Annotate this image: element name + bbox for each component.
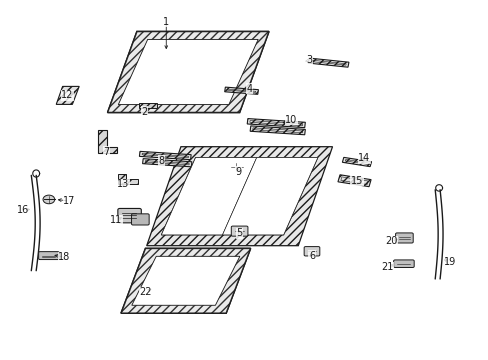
- Polygon shape: [139, 151, 191, 160]
- FancyBboxPatch shape: [304, 247, 319, 256]
- Text: 12: 12: [61, 90, 74, 100]
- Text: 11: 11: [110, 215, 122, 225]
- Polygon shape: [224, 87, 258, 94]
- Text: 2: 2: [141, 107, 147, 117]
- FancyBboxPatch shape: [131, 214, 149, 225]
- Text: 16: 16: [17, 204, 30, 215]
- Text: 3: 3: [305, 55, 311, 66]
- Text: 10: 10: [285, 114, 297, 125]
- FancyBboxPatch shape: [231, 226, 247, 236]
- Text: 17: 17: [63, 196, 76, 206]
- Polygon shape: [56, 86, 79, 104]
- Polygon shape: [342, 157, 371, 167]
- Text: 9: 9: [235, 167, 241, 177]
- Polygon shape: [146, 147, 332, 246]
- Polygon shape: [337, 175, 370, 187]
- Text: 13: 13: [117, 179, 129, 189]
- Polygon shape: [139, 103, 157, 108]
- Text: 20: 20: [384, 236, 397, 246]
- Polygon shape: [142, 159, 191, 167]
- Text: 6: 6: [308, 251, 314, 261]
- Text: 7: 7: [103, 147, 109, 157]
- FancyBboxPatch shape: [118, 208, 141, 223]
- Polygon shape: [161, 158, 256, 235]
- Text: 4: 4: [246, 84, 252, 94]
- FancyBboxPatch shape: [395, 233, 412, 243]
- Polygon shape: [98, 130, 117, 153]
- Text: 21: 21: [380, 262, 393, 272]
- Polygon shape: [107, 31, 268, 112]
- Circle shape: [43, 195, 55, 204]
- Polygon shape: [107, 31, 268, 112]
- FancyBboxPatch shape: [393, 260, 413, 267]
- Polygon shape: [250, 126, 305, 135]
- FancyBboxPatch shape: [39, 252, 59, 260]
- Polygon shape: [132, 256, 239, 305]
- Polygon shape: [161, 158, 317, 235]
- Polygon shape: [307, 58, 348, 67]
- Polygon shape: [118, 174, 138, 184]
- Text: 15: 15: [350, 176, 363, 186]
- Polygon shape: [121, 248, 250, 313]
- Text: 5: 5: [236, 228, 242, 238]
- Polygon shape: [121, 248, 250, 313]
- Text: 8: 8: [158, 156, 164, 166]
- Text: 1: 1: [163, 17, 169, 27]
- Polygon shape: [247, 118, 305, 128]
- Polygon shape: [229, 163, 243, 170]
- Text: 22: 22: [139, 287, 152, 297]
- Text: 18: 18: [58, 252, 71, 262]
- Text: 14: 14: [357, 153, 370, 163]
- Text: 19: 19: [443, 257, 455, 267]
- Polygon shape: [118, 40, 258, 104]
- Polygon shape: [222, 158, 317, 235]
